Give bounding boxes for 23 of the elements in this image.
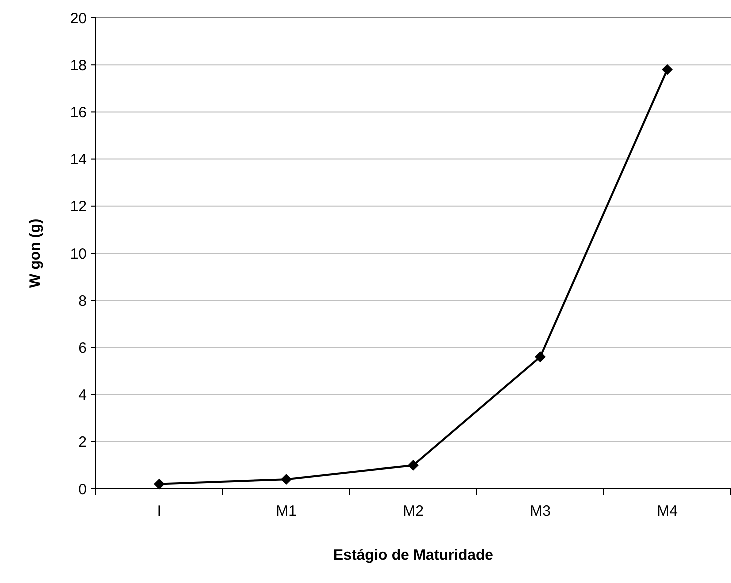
x-tick-label: M3	[530, 503, 551, 520]
y-tick-label: 6	[78, 340, 87, 357]
x-tick-label: M1	[276, 503, 297, 520]
y-tick-label: 2	[78, 434, 87, 452]
y-tick-label: 16	[70, 104, 87, 122]
y-tick-label: 8	[78, 292, 87, 310]
point	[535, 352, 546, 363]
y-tick-label: 20	[70, 10, 87, 28]
point	[154, 478, 165, 490]
y-axis-title: W gon (g)	[27, 218, 44, 288]
point	[281, 474, 292, 486]
x-axis-title: Estágio de Maturidade	[333, 547, 494, 564]
y-tick-label: 10	[70, 246, 87, 263]
y-tick-label: 4	[78, 387, 87, 404]
y-tick-label: 12	[70, 198, 87, 216]
point	[408, 460, 419, 471]
x-tick-label: M4	[657, 503, 678, 520]
y-tick-label: 14	[70, 152, 87, 169]
y-tick-label: 18	[70, 57, 87, 74]
y-tick-label: 0	[78, 481, 87, 498]
point	[662, 64, 673, 76]
x-tick-label: M2	[403, 503, 424, 520]
x-tick-label: I	[157, 503, 162, 520]
